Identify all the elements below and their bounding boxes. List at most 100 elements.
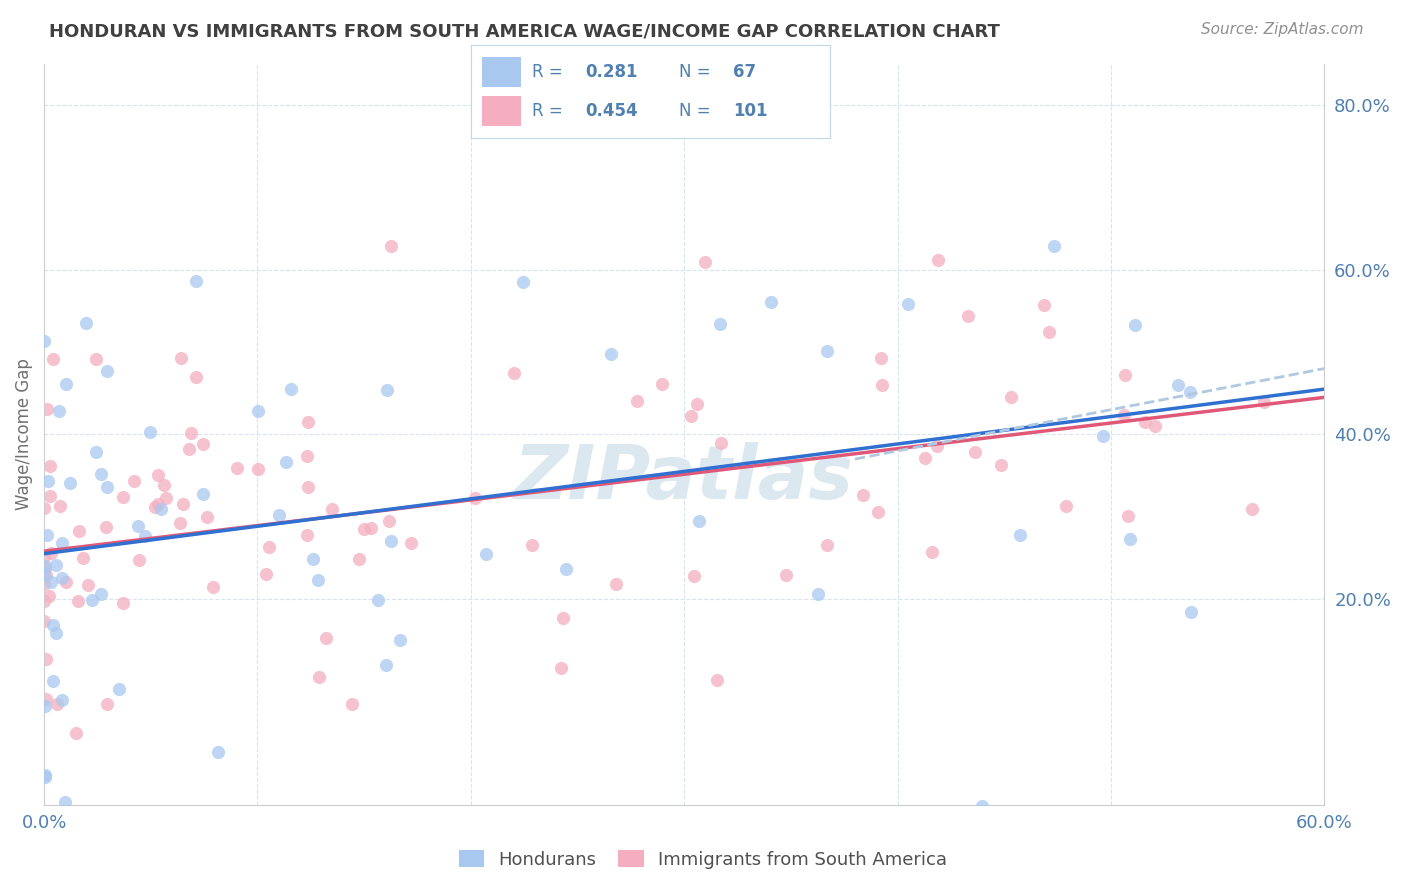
- Text: N =: N =: [679, 102, 710, 120]
- Point: [1241, 501, 1264, 516]
- Point: [53, 796, 76, 810]
- Point: [146, 468, 169, 483]
- Point: [367, 592, 389, 607]
- Point: [32, 334, 55, 348]
- Point: [67, 594, 90, 608]
- Point: [34, 615, 56, 629]
- Point: [139, 425, 162, 439]
- Point: [375, 658, 398, 673]
- Point: [45, 558, 67, 572]
- Point: [870, 351, 893, 366]
- Point: [39, 574, 62, 589]
- Point: [600, 347, 623, 361]
- Point: [693, 255, 716, 269]
- Point: [148, 497, 170, 511]
- Point: [38, 489, 60, 503]
- Point: [1091, 429, 1114, 443]
- Point: [914, 450, 936, 465]
- Point: [134, 529, 156, 543]
- Point: [688, 514, 710, 528]
- Point: [212, 815, 235, 830]
- Point: [35, 401, 58, 416]
- Point: [207, 745, 229, 759]
- Point: [375, 383, 398, 397]
- Point: [1253, 394, 1275, 409]
- Point: [1038, 325, 1060, 339]
- Point: [682, 568, 704, 582]
- Point: [51, 536, 73, 550]
- Point: [1133, 416, 1156, 430]
- Point: [51, 571, 73, 585]
- Point: [34, 767, 56, 781]
- Point: [464, 491, 486, 506]
- Point: [191, 437, 214, 451]
- Point: [34, 559, 56, 574]
- Point: [815, 344, 838, 359]
- Bar: [482, 96, 522, 126]
- Point: [42, 352, 65, 367]
- Point: [956, 309, 979, 323]
- Point: [67, 524, 90, 538]
- Point: [551, 611, 574, 625]
- Point: [380, 533, 402, 548]
- Point: [32, 500, 55, 515]
- Point: [75, 316, 97, 330]
- Point: [149, 501, 172, 516]
- Point: [34, 770, 56, 784]
- Point: [1008, 528, 1031, 542]
- Point: [143, 500, 166, 514]
- Point: [321, 501, 343, 516]
- Point: [308, 670, 330, 684]
- Point: [170, 351, 193, 366]
- Point: [37, 474, 59, 488]
- Point: [35, 568, 58, 582]
- Point: [651, 376, 673, 391]
- Point: [96, 697, 118, 711]
- Point: [550, 661, 572, 675]
- Point: [254, 567, 277, 582]
- Text: 0.281: 0.281: [586, 62, 638, 81]
- Point: [193, 487, 215, 501]
- Point: [709, 317, 731, 331]
- Point: [84, 352, 107, 367]
- Point: [1144, 419, 1167, 434]
- Point: [45, 625, 67, 640]
- Point: [347, 552, 370, 566]
- Text: N =: N =: [679, 62, 710, 81]
- Point: [852, 488, 875, 502]
- Point: [35, 528, 58, 542]
- Point: [710, 436, 733, 450]
- Point: [870, 377, 893, 392]
- Point: [1000, 390, 1022, 404]
- Point: [202, 580, 225, 594]
- Point: [679, 409, 702, 424]
- Legend: Hondurans, Immigrants from South America: Hondurans, Immigrants from South America: [451, 843, 955, 876]
- Point: [1180, 605, 1202, 619]
- Text: Source: ZipAtlas.com: Source: ZipAtlas.com: [1201, 22, 1364, 37]
- Text: R =: R =: [531, 62, 562, 81]
- Point: [35, 692, 58, 706]
- Point: [38, 589, 60, 603]
- Point: [39, 546, 62, 560]
- Point: [51, 692, 73, 706]
- Point: [389, 632, 412, 647]
- Point: [475, 547, 498, 561]
- Point: [970, 799, 993, 814]
- Point: [35, 652, 58, 666]
- Point: [807, 587, 830, 601]
- Point: [274, 455, 297, 469]
- Point: [295, 528, 318, 542]
- Point: [186, 370, 208, 384]
- Point: [360, 521, 382, 535]
- Point: [59, 475, 82, 490]
- Point: [267, 508, 290, 523]
- Point: [1123, 318, 1146, 332]
- Point: [297, 480, 319, 494]
- Point: [927, 439, 949, 453]
- Point: [153, 478, 176, 492]
- Point: [353, 522, 375, 536]
- Point: [307, 574, 329, 588]
- Point: [96, 480, 118, 494]
- Point: [340, 697, 363, 711]
- Point: [1043, 239, 1066, 253]
